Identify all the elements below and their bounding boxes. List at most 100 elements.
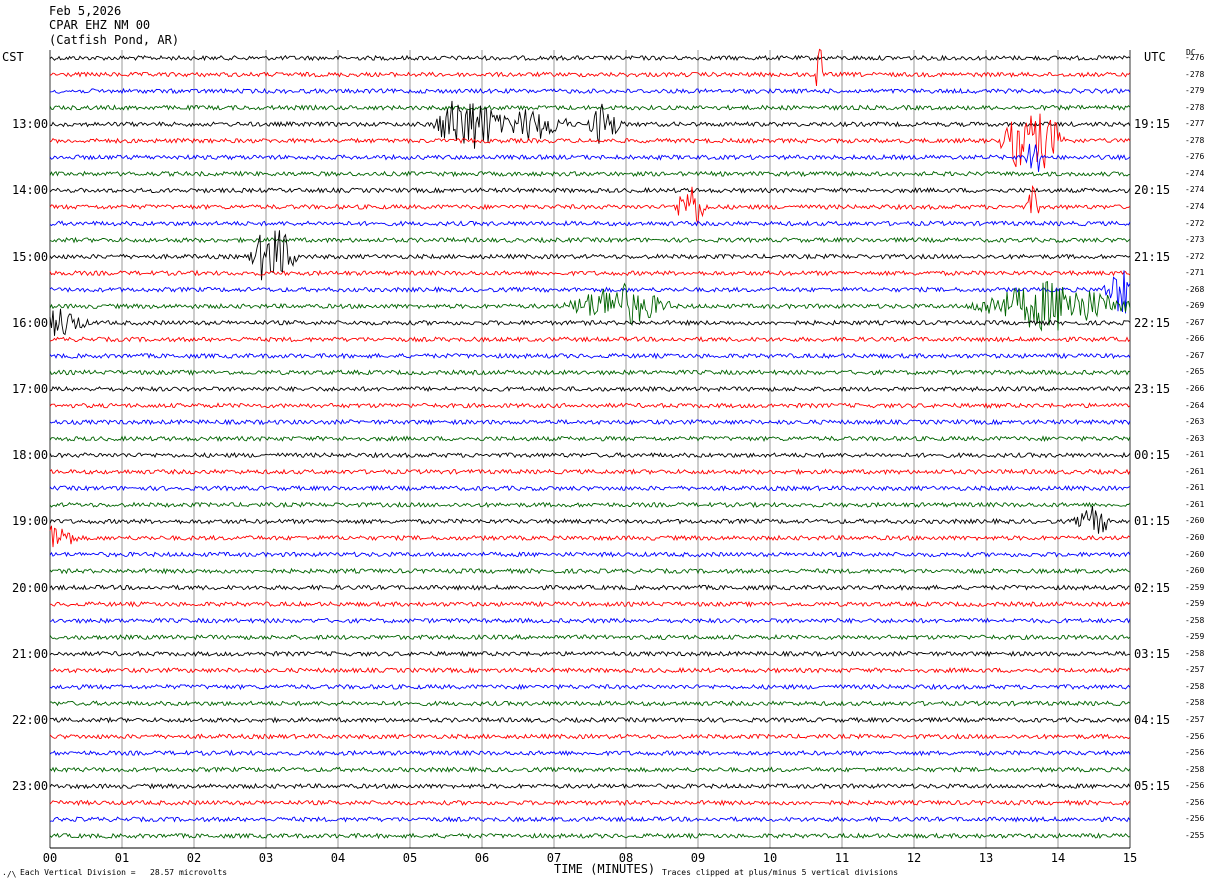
left-time-label: 18:00 [12, 448, 49, 463]
left-time-label: 23:00 [12, 779, 49, 794]
seismic-trace [49, 308, 1131, 336]
dc-offset-label: -260 [1185, 549, 1205, 559]
x-tick-label: 08 [618, 851, 634, 865]
x-axis-label: TIME (MINUTES) [554, 862, 656, 876]
seismic-trace [49, 733, 1131, 740]
seismic-trace [49, 633, 1131, 641]
seismic-trace [49, 418, 1131, 426]
header-location: (Catfish Pond, AR) [49, 33, 180, 47]
dc-label: DC [1186, 48, 1196, 57]
x-tick-label: 13 [978, 851, 994, 865]
dc-offset-label: -256 [1185, 797, 1205, 807]
seismic-trace [49, 650, 1131, 658]
header-station: CPAR EHZ NM 00 [49, 18, 151, 32]
right-time-label: 05:15 [1134, 779, 1171, 794]
dc-offset-label: -261 [1185, 483, 1205, 493]
right-time-label: 23:15 [1134, 382, 1171, 396]
seismic-trace [49, 832, 1131, 840]
seismic-trace [49, 269, 1131, 277]
seismic-trace [49, 385, 1131, 393]
seismic-trace [49, 369, 1131, 376]
dc-offset-label: -268 [1185, 284, 1205, 294]
dc-offset-label: -258 [1185, 648, 1205, 658]
seismic-trace [49, 87, 1131, 95]
dc-offset-label: -256 [1185, 814, 1205, 824]
x-tick-label: 10 [762, 851, 778, 865]
right-time-label: 01:15 [1134, 514, 1171, 529]
seismic-trace [49, 48, 1131, 87]
dc-offset-label: -273 [1185, 235, 1205, 245]
left-time-label: 13:00 [12, 117, 49, 132]
seismic-trace [49, 451, 1131, 459]
x-tick-label: 09 [690, 851, 706, 865]
x-tick-label: 06 [474, 851, 490, 865]
seismic-trace [49, 352, 1131, 360]
dc-offset-label: -260 [1185, 516, 1205, 526]
seismic-trace [49, 700, 1131, 707]
x-tick-label: 11 [834, 851, 850, 865]
seismic-trace [49, 683, 1131, 691]
seismic-trace [49, 815, 1131, 823]
right-time-label: 19:15 [1134, 117, 1171, 132]
left-time-label: 20:00 [12, 580, 49, 595]
right-time-label: 21:15 [1134, 249, 1171, 264]
seismic-trace [49, 501, 1131, 509]
dc-offset-label: -276 [1185, 152, 1205, 162]
seismic-trace [49, 485, 1131, 492]
dc-offset-label: -263 [1185, 433, 1205, 443]
dc-offset-label: -258 [1185, 764, 1205, 774]
right-time-label: 00:15 [1134, 448, 1171, 463]
seismic-trace [49, 170, 1131, 178]
seismic-trace [49, 113, 1131, 169]
dc-offset-label: -259 [1185, 582, 1205, 592]
seismic-trace [49, 749, 1131, 757]
minute-grid [49, 50, 1131, 848]
clip-note: Traces clipped at plus/minus 5 vertical … [662, 868, 899, 877]
dc-offset-label: -257 [1185, 715, 1205, 724]
dc-offset-label: -261 [1185, 499, 1205, 509]
seismic-trace [49, 220, 1131, 227]
x-tick-label: 05 [402, 851, 418, 865]
seismic-trace [49, 716, 1131, 724]
dc-offset-label: -271 [1185, 268, 1205, 278]
dc-offset-label: -256 [1185, 781, 1205, 791]
x-tick-label: 01 [114, 851, 130, 865]
x-tick-label: 14 [1050, 851, 1066, 865]
dc-offset-label: -258 [1185, 698, 1205, 708]
seismic-trace [49, 525, 1131, 548]
dc-offset-label: -256 [1185, 748, 1205, 758]
dc-offset-label: -265 [1185, 367, 1205, 377]
right-time-label: 04:15 [1134, 713, 1171, 727]
seismic-trace [49, 584, 1130, 592]
left-time-label: 16:00 [12, 315, 49, 330]
dc-offset-label: -258 [1185, 681, 1205, 691]
seismic-trace [49, 54, 1131, 62]
x-tick-label: 04 [330, 851, 346, 865]
header-date: Feb 5,2026 [49, 4, 122, 18]
seismic-trace [49, 104, 1131, 112]
seismic-trace [49, 187, 1131, 194]
dc-offset-label: -274 [1185, 185, 1205, 195]
dc-offset-label: -263 [1185, 417, 1205, 427]
seismic-trace [49, 667, 1131, 674]
dc-offset-label: -278 [1185, 102, 1205, 112]
seismic-trace [49, 617, 1131, 625]
right-timezone: UTC [1144, 50, 1166, 64]
seismic-trace [49, 280, 1131, 332]
seismic-trace [49, 270, 1131, 314]
seismic-trace [49, 100, 1131, 149]
seismic-trace [49, 435, 1131, 442]
trace-group [49, 48, 1131, 840]
dc-offset-label: -272 [1185, 218, 1205, 228]
dc-offset-label: -266 [1185, 334, 1205, 344]
seismic-trace [49, 799, 1131, 807]
dc-offset-label: -264 [1185, 400, 1205, 410]
dc-offset-label: -277 [1185, 119, 1205, 129]
seismic-trace [49, 468, 1131, 476]
dc-offset-label: -274 [1185, 168, 1205, 178]
corner-mark: ·/\ [2, 870, 17, 879]
dc-offset-label: -267 [1185, 350, 1205, 360]
dc-offset-label: -259 [1185, 599, 1205, 609]
left-time-label: 19:00 [12, 514, 49, 529]
